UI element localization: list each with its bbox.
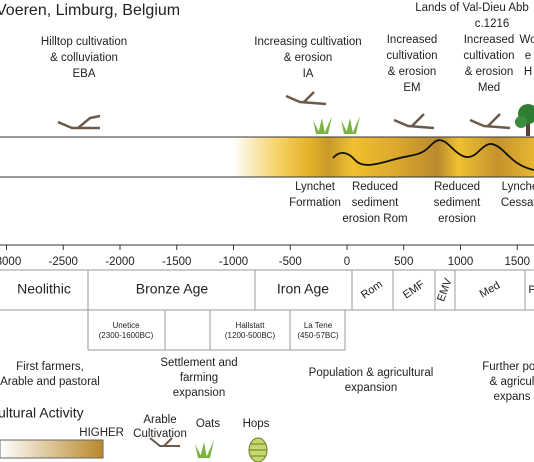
phase-text: Arable and pastoral (0, 376, 100, 388)
annotation: IA (303, 68, 314, 80)
period-label: Neolithic (17, 281, 71, 297)
legend-item: Oats (196, 418, 221, 430)
annotation: & erosion (284, 52, 333, 64)
annotation: Med (478, 82, 500, 94)
phase-text: expansion (173, 387, 225, 399)
legend-item: Arable (143, 414, 176, 426)
top-note: Lands of Val-Dieu Abb (415, 2, 529, 14)
erosion-curve (332, 139, 534, 171)
annotation: Increasing cultivation (254, 36, 361, 48)
axis-tick-label: -1500 (162, 256, 191, 268)
period-label: P (528, 284, 534, 296)
annotation: EBA (72, 68, 95, 80)
legend-title: ultural Activity (0, 405, 84, 421)
annotation: Increased (464, 34, 515, 46)
period-label: Med (478, 279, 503, 300)
annotation: Wo (519, 34, 534, 46)
annotation: Reduced (434, 181, 480, 193)
annotation: H (524, 66, 532, 78)
annotation: Increased (387, 34, 438, 46)
annotation: sediment (434, 197, 481, 209)
period-label: Iron Age (277, 281, 329, 297)
axis-tick-label: -3000 (0, 256, 21, 268)
period-label: Rom (359, 278, 385, 301)
subperiod-range: (2300-1600BC) (99, 331, 154, 340)
annotation: Formation (289, 197, 341, 209)
subperiod-name: La Tene (304, 321, 333, 330)
annotation: Reduced (352, 181, 398, 193)
axis-tick-label: 0 (344, 256, 350, 268)
annotation: Hilltop cultivation (41, 36, 127, 48)
activity-band (232, 137, 534, 177)
phase-text: expans (493, 391, 530, 403)
annotation: sediment (352, 197, 399, 209)
axis-tick-label: -1000 (219, 256, 248, 268)
annotation: cultivation (463, 50, 514, 62)
subperiod-name: Unetice (112, 321, 140, 330)
legend-high: HIGHER (79, 427, 124, 439)
period-label: EMF (401, 278, 427, 301)
tree-icon (515, 104, 534, 136)
annotation: EM (403, 82, 420, 94)
annotation: erosion Rom (342, 213, 407, 225)
axis-tick-label: 1500 (504, 256, 530, 268)
annotation: & erosion (388, 66, 437, 78)
phase-text: & agricul (490, 376, 534, 388)
phase-text: Settlement and (160, 357, 237, 369)
phase-text: Population & agricultural (309, 367, 434, 379)
axis-tick-label: 1000 (448, 256, 474, 268)
annotation: e (525, 50, 531, 62)
subperiod-range: (1200-500BC) (225, 331, 276, 340)
annotation: & erosion (465, 66, 514, 78)
top-note: c.1216 (475, 18, 510, 30)
legend-gradient (0, 439, 104, 459)
subperiod-name: Hallstatt (236, 321, 266, 330)
axis-tick-label: 500 (394, 256, 413, 268)
subperiod-range: (450-57BC) (297, 331, 339, 340)
phase-text: Further pop (482, 361, 534, 373)
axis-tick-label: -2000 (105, 256, 134, 268)
annotation: Lynche (502, 181, 534, 193)
phase-text: farming (180, 372, 218, 384)
annotation: Lynchet (295, 181, 336, 193)
hops-icon (248, 437, 268, 462)
title: Voeren, Limburg, Belgium (0, 2, 180, 19)
annotation: & colluviation (50, 52, 118, 64)
phase-text: First farmers, (16, 361, 84, 373)
axis-tick-label: -500 (279, 256, 302, 268)
annotation: erosion (438, 213, 476, 225)
plough-icon (57, 91, 511, 447)
legend-item: Cultivation (133, 428, 187, 440)
annotation: Cessati (501, 197, 534, 209)
annotation: cultivation (386, 50, 437, 62)
legend-item: Hops (243, 418, 270, 430)
axis-tick-label: -2500 (49, 256, 78, 268)
oats-icon (195, 116, 360, 458)
phase-text: expansion (345, 382, 397, 394)
period-label: Bronze Age (136, 281, 209, 297)
period-label: EMV (435, 276, 455, 303)
period-frame (0, 269, 534, 351)
